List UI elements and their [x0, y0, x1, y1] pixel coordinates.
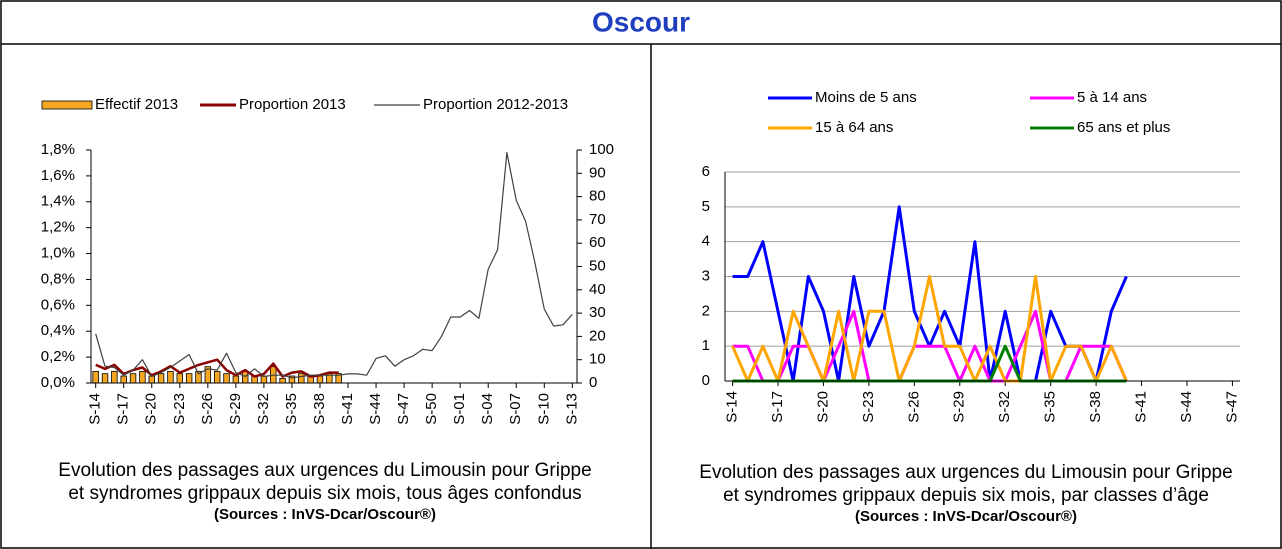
- bar: [279, 377, 286, 384]
- y-tick-label: 0,6%: [41, 296, 75, 313]
- bar: [176, 373, 183, 384]
- legend-label: 15 à 64 ans: [815, 119, 893, 136]
- y2-tick-label: 80: [589, 188, 606, 205]
- bar: [298, 373, 305, 384]
- bar: [223, 373, 230, 384]
- y2-tick-label: 60: [589, 234, 606, 251]
- x-tick-label: S-35: [283, 393, 300, 425]
- x-tick-label: S-29: [227, 393, 244, 425]
- caption: et syndromes grippaux depuis six mois, t…: [68, 483, 581, 504]
- line: [95, 358, 339, 378]
- y-tick-label: 1,2%: [41, 219, 75, 236]
- x-tick-label: S-14: [724, 391, 741, 423]
- bar: [185, 373, 193, 384]
- x-tick-label: S-29: [951, 391, 968, 423]
- x-tick-label: S-50: [423, 393, 440, 425]
- bar: [111, 370, 118, 384]
- bar: [232, 375, 240, 384]
- y-tick-label: 2: [702, 302, 710, 319]
- y-tick-label: 4: [702, 233, 710, 250]
- y-tick-label: 0,8%: [41, 270, 75, 287]
- y2-tick-label: 10: [589, 351, 606, 368]
- x-tick-label: S-44: [1178, 391, 1195, 423]
- y-tick-label: 3: [702, 267, 710, 284]
- y2-tick-label: 0: [589, 374, 597, 391]
- header-title: Oscour: [592, 6, 690, 37]
- legend-label: Proportion 2013: [239, 96, 346, 113]
- y-tick-label: 1,0%: [41, 245, 75, 262]
- y2-tick-label: 100: [589, 141, 614, 158]
- y2-tick-label: 20: [589, 327, 606, 344]
- bar: [120, 375, 127, 384]
- y2-tick-label: 50: [589, 257, 606, 274]
- y-tick-label: 0,2%: [41, 348, 75, 365]
- source: (Sources : InVS-Dcar/Oscour®): [855, 508, 1077, 525]
- x-tick-label: S-17: [115, 393, 132, 425]
- y-tick-label: 6: [702, 163, 710, 180]
- caption: et syndromes grippaux depuis six mois, p…: [723, 485, 1209, 506]
- y2-tick-label: 90: [589, 164, 606, 181]
- caption: Evolution des passages aux urgences du L…: [699, 462, 1232, 483]
- y2-tick-label: 40: [589, 281, 606, 298]
- line: [732, 205, 1128, 383]
- x-tick-label: S-14: [87, 393, 104, 425]
- x-tick-label: S-38: [311, 393, 328, 425]
- x-tick-label: S-20: [143, 393, 160, 425]
- x-tick-label: S-41: [339, 393, 356, 425]
- bar: [316, 375, 324, 384]
- x-tick-label: S-23: [860, 391, 877, 423]
- x-tick-label: S-32: [255, 393, 272, 425]
- bar: [101, 373, 109, 384]
- y2-tick-label: 30: [589, 304, 606, 321]
- y-tick-label: 0: [702, 372, 710, 389]
- bar: [167, 370, 174, 384]
- legend-swatch: [41, 100, 93, 110]
- x-tick-label: S-41: [1133, 391, 1150, 423]
- x-tick-label: S-32: [996, 391, 1013, 423]
- x-tick-label: S-17: [769, 391, 786, 423]
- legend-label: 65 ans et plus: [1077, 119, 1170, 136]
- x-tick-label: S-23: [171, 393, 188, 425]
- y-tick-label: 1,6%: [41, 167, 75, 184]
- x-tick-label: S-44: [367, 393, 384, 425]
- y-tick-label: 1,4%: [41, 193, 75, 210]
- bar: [213, 370, 221, 384]
- bar: [129, 373, 137, 384]
- line: [731, 275, 1128, 383]
- legend-label: Effectif 2013: [95, 96, 178, 113]
- y-tick-label: 0,0%: [41, 374, 75, 391]
- y-tick-label: 5: [702, 198, 710, 215]
- bar: [139, 370, 146, 384]
- legend-label: 5 à 14 ans: [1077, 89, 1147, 106]
- x-tick-label: S-20: [814, 391, 831, 423]
- y-tick-label: 1: [702, 337, 710, 354]
- x-tick-label: S-13: [563, 393, 580, 425]
- x-tick-label: S-47: [395, 393, 412, 425]
- legend-label: Moins de 5 ans: [815, 89, 917, 106]
- x-tick-label: S-26: [199, 393, 216, 425]
- x-tick-label: S-38: [1087, 391, 1104, 423]
- y-tick-label: 0,4%: [41, 322, 75, 339]
- bar: [92, 370, 99, 384]
- x-tick-label: S-10: [535, 393, 552, 425]
- line: [95, 152, 573, 379]
- y2-tick-label: 70: [589, 211, 606, 228]
- x-tick-label: S-35: [1042, 391, 1059, 423]
- bar: [157, 373, 165, 384]
- legend-label: Proportion 2012-2013: [423, 96, 568, 113]
- x-tick-label: S-04: [479, 393, 496, 425]
- x-tick-label: S-07: [507, 393, 524, 425]
- bar: [242, 370, 249, 384]
- x-tick-label: S-47: [1223, 391, 1240, 423]
- y-tick-label: 1,8%: [41, 141, 75, 158]
- x-tick-label: S-26: [905, 391, 922, 423]
- source: (Sources : InVS-Dcar/Oscour®): [214, 506, 436, 523]
- caption: Evolution des passages aux urgences du L…: [58, 460, 591, 481]
- x-tick-label: S-01: [451, 393, 468, 425]
